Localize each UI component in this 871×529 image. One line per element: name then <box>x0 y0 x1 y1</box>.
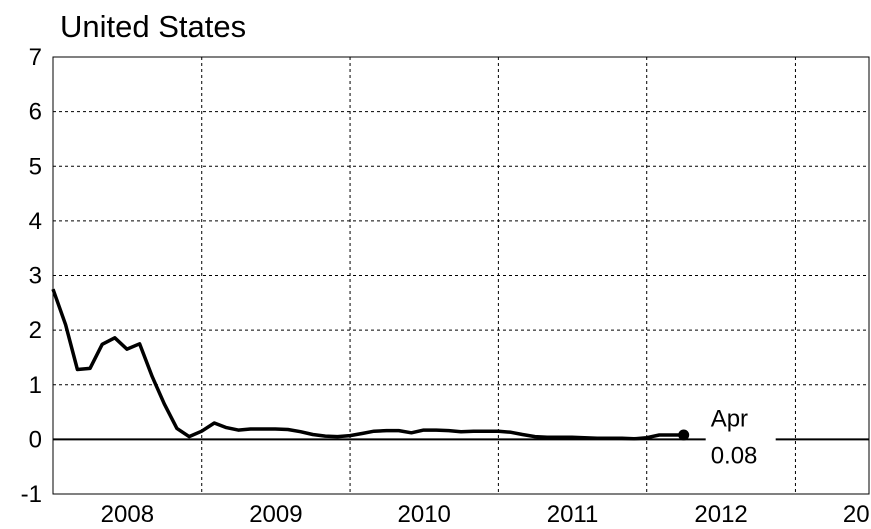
y-tick-label: 2 <box>29 317 42 344</box>
data-point <box>76 368 78 371</box>
data-point <box>262 428 264 430</box>
data-point <box>64 324 67 326</box>
chart-title: United States <box>60 9 246 44</box>
y-axis-ticks: -1 0 1 2 3 4 5 6 7 <box>21 44 42 508</box>
data-point <box>596 437 598 439</box>
data-point <box>608 437 610 439</box>
x-tick-label: 2009 <box>249 501 302 528</box>
gridlines <box>53 57 869 494</box>
data-point <box>435 429 437 431</box>
data-point <box>546 436 548 438</box>
data-point <box>583 437 586 439</box>
y-tick-label: 4 <box>29 208 42 235</box>
data-point <box>312 433 314 436</box>
data-point <box>163 403 165 405</box>
x-tick-label: 2011 <box>547 501 599 528</box>
data-point <box>658 434 660 436</box>
x-tick-label: 2013 <box>843 501 871 528</box>
data-point <box>386 430 388 432</box>
y-tick-label: 0 <box>29 426 42 453</box>
data-point <box>336 436 339 438</box>
data-point <box>249 428 252 430</box>
data-point <box>287 428 289 431</box>
data-point <box>497 430 499 432</box>
data-point <box>176 427 178 430</box>
annotation-background <box>705 405 776 470</box>
data-point <box>362 432 364 434</box>
data-point <box>126 348 128 350</box>
data-point <box>201 430 203 432</box>
data-point <box>274 428 276 430</box>
data-point <box>349 434 351 437</box>
x-axis-ticks: 2008 2009 2010 2011 2012 2013 <box>101 501 871 528</box>
data-point <box>398 430 400 432</box>
data-point <box>101 343 103 345</box>
annotation-month: Apr <box>711 405 748 432</box>
data-point <box>299 431 302 433</box>
data-point <box>633 438 635 440</box>
data-point <box>460 431 462 433</box>
data-point <box>485 430 487 432</box>
y-tick-label: 6 <box>29 99 42 126</box>
data-point <box>237 429 239 431</box>
data-point <box>472 430 475 432</box>
data-point <box>138 343 141 345</box>
y-tick-label: 1 <box>29 372 42 399</box>
data-point <box>571 436 573 438</box>
y-tick-label: -1 <box>21 481 42 508</box>
data-point <box>89 367 91 369</box>
plot-frame <box>52 56 870 495</box>
data-point <box>448 430 450 432</box>
data-point <box>114 337 116 339</box>
data-point <box>534 436 536 438</box>
data-point <box>646 437 648 439</box>
last-point-marker <box>678 429 690 441</box>
series-line <box>51 288 684 441</box>
x-tick-label: 2008 <box>101 501 154 528</box>
annotation-value: 0.08 <box>711 442 758 469</box>
data-point <box>373 430 375 432</box>
x-tick-label: 2012 <box>694 501 747 528</box>
data-point <box>410 432 413 434</box>
data-point <box>510 431 512 433</box>
data-point <box>559 436 561 438</box>
x-tick-label: 2010 <box>398 501 451 528</box>
data-point <box>213 422 215 424</box>
data-point <box>423 429 425 431</box>
data-point <box>521 433 523 436</box>
data-point <box>670 434 672 436</box>
data-point <box>188 436 190 438</box>
y-tick-label: 7 <box>29 44 42 71</box>
y-tick-label: 3 <box>29 263 42 290</box>
data-point <box>151 375 153 378</box>
data-point <box>621 437 623 439</box>
y-tick-label: 5 <box>29 153 42 180</box>
data-point <box>225 426 227 428</box>
data-point <box>324 435 326 437</box>
